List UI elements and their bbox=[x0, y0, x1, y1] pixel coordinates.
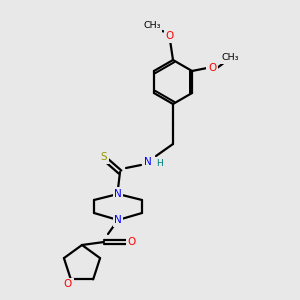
Text: CH₃: CH₃ bbox=[221, 53, 239, 62]
Text: S: S bbox=[101, 152, 107, 162]
Text: N: N bbox=[114, 189, 122, 199]
Text: H: H bbox=[157, 160, 164, 169]
Text: O: O bbox=[64, 279, 72, 290]
Text: CH₃: CH₃ bbox=[143, 22, 161, 31]
Text: O: O bbox=[166, 31, 174, 41]
Text: O: O bbox=[128, 237, 136, 247]
Text: N: N bbox=[144, 157, 152, 167]
Text: N: N bbox=[114, 215, 122, 225]
Text: O: O bbox=[208, 63, 216, 73]
